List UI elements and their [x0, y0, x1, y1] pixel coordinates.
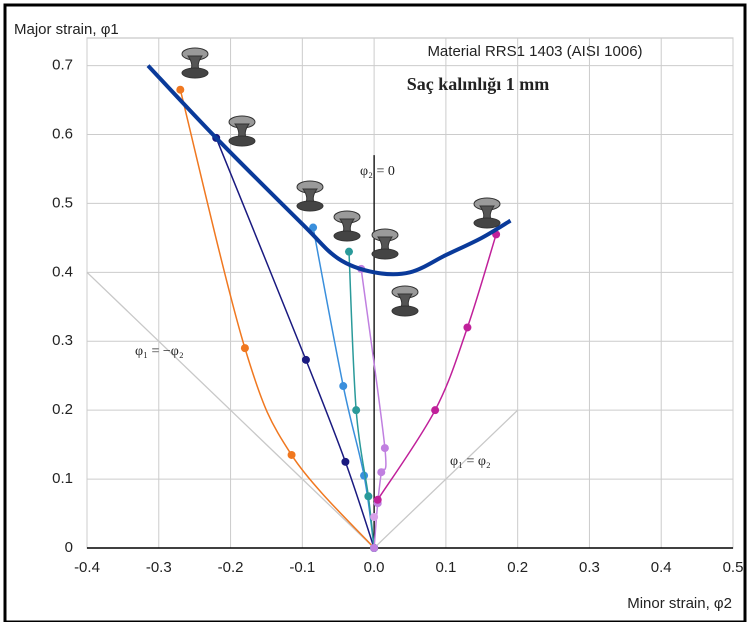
y-axis-label: Major strain, φ1: [14, 21, 119, 38]
x-tick-label: -0.3: [146, 559, 172, 576]
data-point: [380, 444, 389, 453]
reference-line: [86, 271, 375, 549]
x-axis-label: Minor strain, φ2: [627, 595, 732, 612]
y-tick-label: 0.3: [52, 332, 73, 349]
data-point: [240, 344, 249, 353]
data-point: [370, 512, 379, 521]
data-point: [301, 355, 310, 364]
x-tick-label: -0.4: [74, 559, 100, 576]
y-tick-label: 0: [65, 539, 73, 556]
data-point: [373, 495, 382, 504]
strain-path: [215, 137, 375, 549]
data-point: [364, 492, 373, 501]
y-tick-label: 0.7: [52, 57, 73, 74]
data-point: [344, 247, 353, 256]
data-point: [287, 450, 296, 459]
reference-label: φ₂ = 0: [360, 164, 395, 179]
strain-path: [146, 64, 512, 277]
data-point: [176, 85, 185, 94]
data-point: [341, 457, 350, 466]
x-tick-label: 0.0: [364, 559, 385, 576]
cup-icon: [333, 230, 361, 242]
plot: φ₂ = 0 φ₁ = −φ₂ φ₁ = φ₂: [86, 64, 519, 552]
x-tick-label: 0.2: [507, 559, 528, 576]
strain-path: [179, 89, 375, 549]
chart-subtitle: Saç kalınlığı 1 mm: [407, 74, 550, 94]
cup-icon: [296, 200, 324, 212]
cup-icon: [371, 248, 399, 260]
x-tick-label: 0.1: [435, 559, 456, 576]
cup-icon: [228, 135, 256, 147]
reference-label: φ₁ = −φ₂: [135, 344, 184, 359]
strain-path: [377, 234, 497, 501]
x-tick-label: 0.3: [579, 559, 600, 576]
y-tick-label: 0.2: [52, 401, 73, 418]
x-tick-label: 0.5: [723, 559, 744, 576]
cup-icon: [473, 217, 501, 229]
data-point: [377, 468, 386, 477]
y-tick-label: 0.1: [52, 470, 73, 487]
data-point: [370, 544, 379, 552]
x-tick-label: -0.2: [218, 559, 244, 576]
cup-icon: [181, 67, 209, 79]
chart-title: Material RRS1 1403 (AISI 1006): [427, 43, 642, 60]
data-point: [431, 406, 440, 415]
data-point: [352, 406, 361, 415]
reference-label: φ₁ = φ₂: [450, 454, 491, 469]
reference-line: [373, 409, 519, 549]
cup-icons: [181, 47, 501, 317]
data-point: [339, 382, 348, 391]
x-tick-label: 0.4: [651, 559, 672, 576]
y-tick-label: 0.4: [52, 263, 73, 280]
data-point: [309, 223, 318, 232]
data-point: [463, 323, 472, 332]
y-tick-label: 0.6: [52, 125, 73, 142]
cup-icon: [391, 305, 419, 317]
y-tick-label: 0.5: [52, 194, 73, 211]
x-tick-label: -0.1: [289, 559, 315, 576]
